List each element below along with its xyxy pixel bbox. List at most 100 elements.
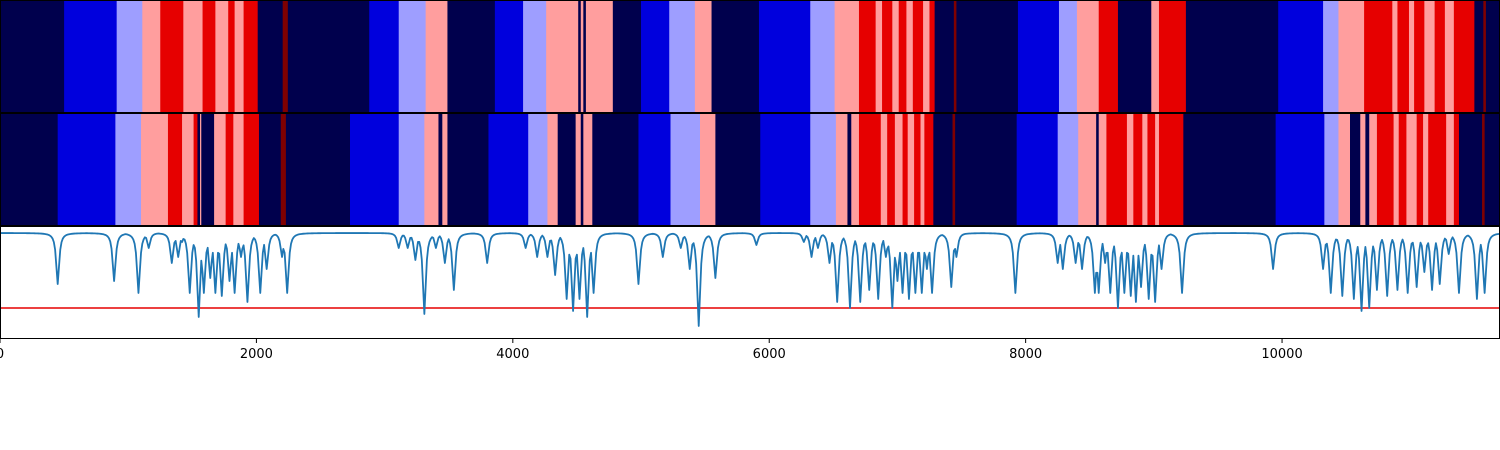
strip-top-segment-44 — [956, 1, 1019, 112]
strip-bottom-segment-25 — [547, 114, 559, 225]
strip-top-segment-12 — [282, 1, 289, 112]
line-panel-background — [0, 227, 1500, 338]
strip-bottom-segment-29 — [583, 114, 593, 225]
strip-top-segment-1 — [64, 1, 118, 112]
strip-bottom-segment-31 — [638, 114, 671, 225]
strip-bottom-segment-10 — [214, 114, 227, 225]
strip-bottom-segment-39 — [851, 114, 860, 225]
strip-bottom-segment-71 — [1369, 114, 1378, 225]
strip-top-segment-41 — [929, 1, 936, 112]
strip-bottom-segment-30 — [592, 114, 639, 225]
strip-bottom-segment-43 — [894, 114, 903, 225]
strip-bottom-segment-64 — [1183, 114, 1277, 225]
strip-top-segment-17 — [447, 1, 496, 112]
strip-top-segment-7 — [215, 1, 229, 112]
strip-top-segment-16 — [425, 1, 448, 112]
strip-bottom-segment-26 — [557, 114, 577, 225]
heatmap-strip-bottom — [0, 114, 1500, 225]
strip-top-segment-50 — [1151, 1, 1160, 112]
strip-bottom-segment-52 — [1016, 114, 1059, 225]
strip-top-segment-37 — [898, 1, 907, 112]
strip-top-segment-33 — [858, 1, 877, 112]
strip-bottom-segment-6 — [193, 114, 198, 225]
strip-bottom-segment-73 — [1393, 114, 1400, 225]
strip-top-segment-14 — [369, 1, 400, 112]
strip-top-segment-9 — [234, 1, 244, 112]
strip-top-segment-2 — [116, 1, 143, 112]
strip-bottom-segment-80 — [1453, 114, 1460, 225]
strip-top-segment-6 — [202, 1, 216, 112]
strip-top-segment-11 — [257, 1, 284, 112]
strip-bottom-segment-68 — [1350, 114, 1361, 225]
x-tick-label-1: 2000 — [240, 347, 273, 362]
series-line — [0, 232, 1500, 327]
strip-top-segment-45 — [1017, 1, 1060, 112]
strip-bottom-segment-32 — [670, 114, 701, 225]
strip-top-segment-38 — [906, 1, 914, 112]
strip-top-segment-65 — [1474, 1, 1484, 112]
strip-top-segment-31 — [810, 1, 836, 112]
strip-bottom-segment-34 — [715, 114, 761, 225]
strip-bottom-segment-61 — [1147, 114, 1156, 225]
strip-bottom-segment-23 — [488, 114, 529, 225]
strip-top-segment-60 — [1414, 1, 1425, 112]
strip-bottom-segment-69 — [1360, 114, 1366, 225]
strip-bottom-segment-15 — [280, 114, 287, 225]
strip-bottom-segment-62 — [1155, 114, 1160, 225]
strip-bottom-segment-28 — [580, 114, 584, 225]
strip-top-segment-57 — [1392, 1, 1398, 112]
strip-bottom-segment-78 — [1428, 114, 1447, 225]
strip-top-segment-54 — [1323, 1, 1339, 112]
strip-top-segment-46 — [1058, 1, 1078, 112]
strip-top-segment-8 — [228, 1, 236, 112]
strip-bottom-segment-27 — [575, 114, 582, 225]
strip-bottom-segment-20 — [438, 114, 443, 225]
x-axis: 0 2000 4000 6000 8000 10000 — [0, 339, 1303, 362]
strip-bottom-segment-65 — [1275, 114, 1325, 225]
strip-top-segment-55 — [1338, 1, 1365, 112]
strip-top-segment-61 — [1424, 1, 1436, 112]
strip-bottom-segment-55 — [1096, 114, 1100, 225]
strip-bottom-segment-51 — [955, 114, 1018, 225]
strip-bottom-segment-9 — [201, 114, 215, 225]
strip-bottom-segment-67 — [1338, 114, 1351, 225]
strip-bottom-segment-12 — [233, 114, 244, 225]
strip-bottom-segment-77 — [1423, 114, 1429, 225]
strip-top-segment-43 — [953, 1, 957, 112]
strip-top-segment-18 — [494, 1, 524, 112]
strip-top-segment-24 — [585, 1, 614, 112]
strip-bottom-segment-48 — [924, 114, 934, 225]
strip-bottom-segment-57 — [1106, 114, 1128, 225]
strip-top-segment-4 — [160, 1, 184, 112]
strip-top-segment-56 — [1364, 1, 1393, 112]
strip-top-segment-51 — [1158, 1, 1187, 112]
x-tick-label-3: 6000 — [753, 347, 786, 362]
strip-top-segment-20 — [546, 1, 579, 112]
strip-bottom-segment-24 — [528, 114, 548, 225]
strip-bottom-segment-5 — [182, 114, 194, 225]
strip-top-segment-58 — [1397, 1, 1410, 112]
strip-top-segment-10 — [243, 1, 259, 112]
strip-top-segment-19 — [523, 1, 547, 112]
strip-bottom-segment-76 — [1416, 114, 1424, 225]
strip-top-segment-66 — [1483, 1, 1487, 112]
strip-top-segment-28 — [694, 1, 712, 112]
strip-top-segment-22 — [580, 1, 584, 112]
strip-top-segment-25 — [612, 1, 642, 112]
strip-bottom-segment-59 — [1133, 114, 1143, 225]
strip-bottom-segment-36 — [810, 114, 837, 225]
strip-bottom-segment-19 — [424, 114, 439, 225]
strip-top-segment-62 — [1434, 1, 1446, 112]
strip-bottom-segment-75 — [1406, 114, 1418, 225]
strip-top-segment-23 — [583, 1, 587, 112]
strip-bottom-segment-22 — [447, 114, 489, 225]
strip-bottom-segment-0 — [0, 114, 59, 225]
strip-bottom-segment-2 — [115, 114, 142, 225]
strip-bottom-segment-70 — [1365, 114, 1370, 225]
strip-bottom-segment-41 — [880, 114, 888, 225]
strip-bottom-segment-49 — [933, 114, 953, 225]
strip-bottom-segment-38 — [847, 114, 852, 225]
strip-bottom-segment-81 — [1458, 114, 1483, 225]
strip-top-segment-64 — [1453, 1, 1475, 112]
